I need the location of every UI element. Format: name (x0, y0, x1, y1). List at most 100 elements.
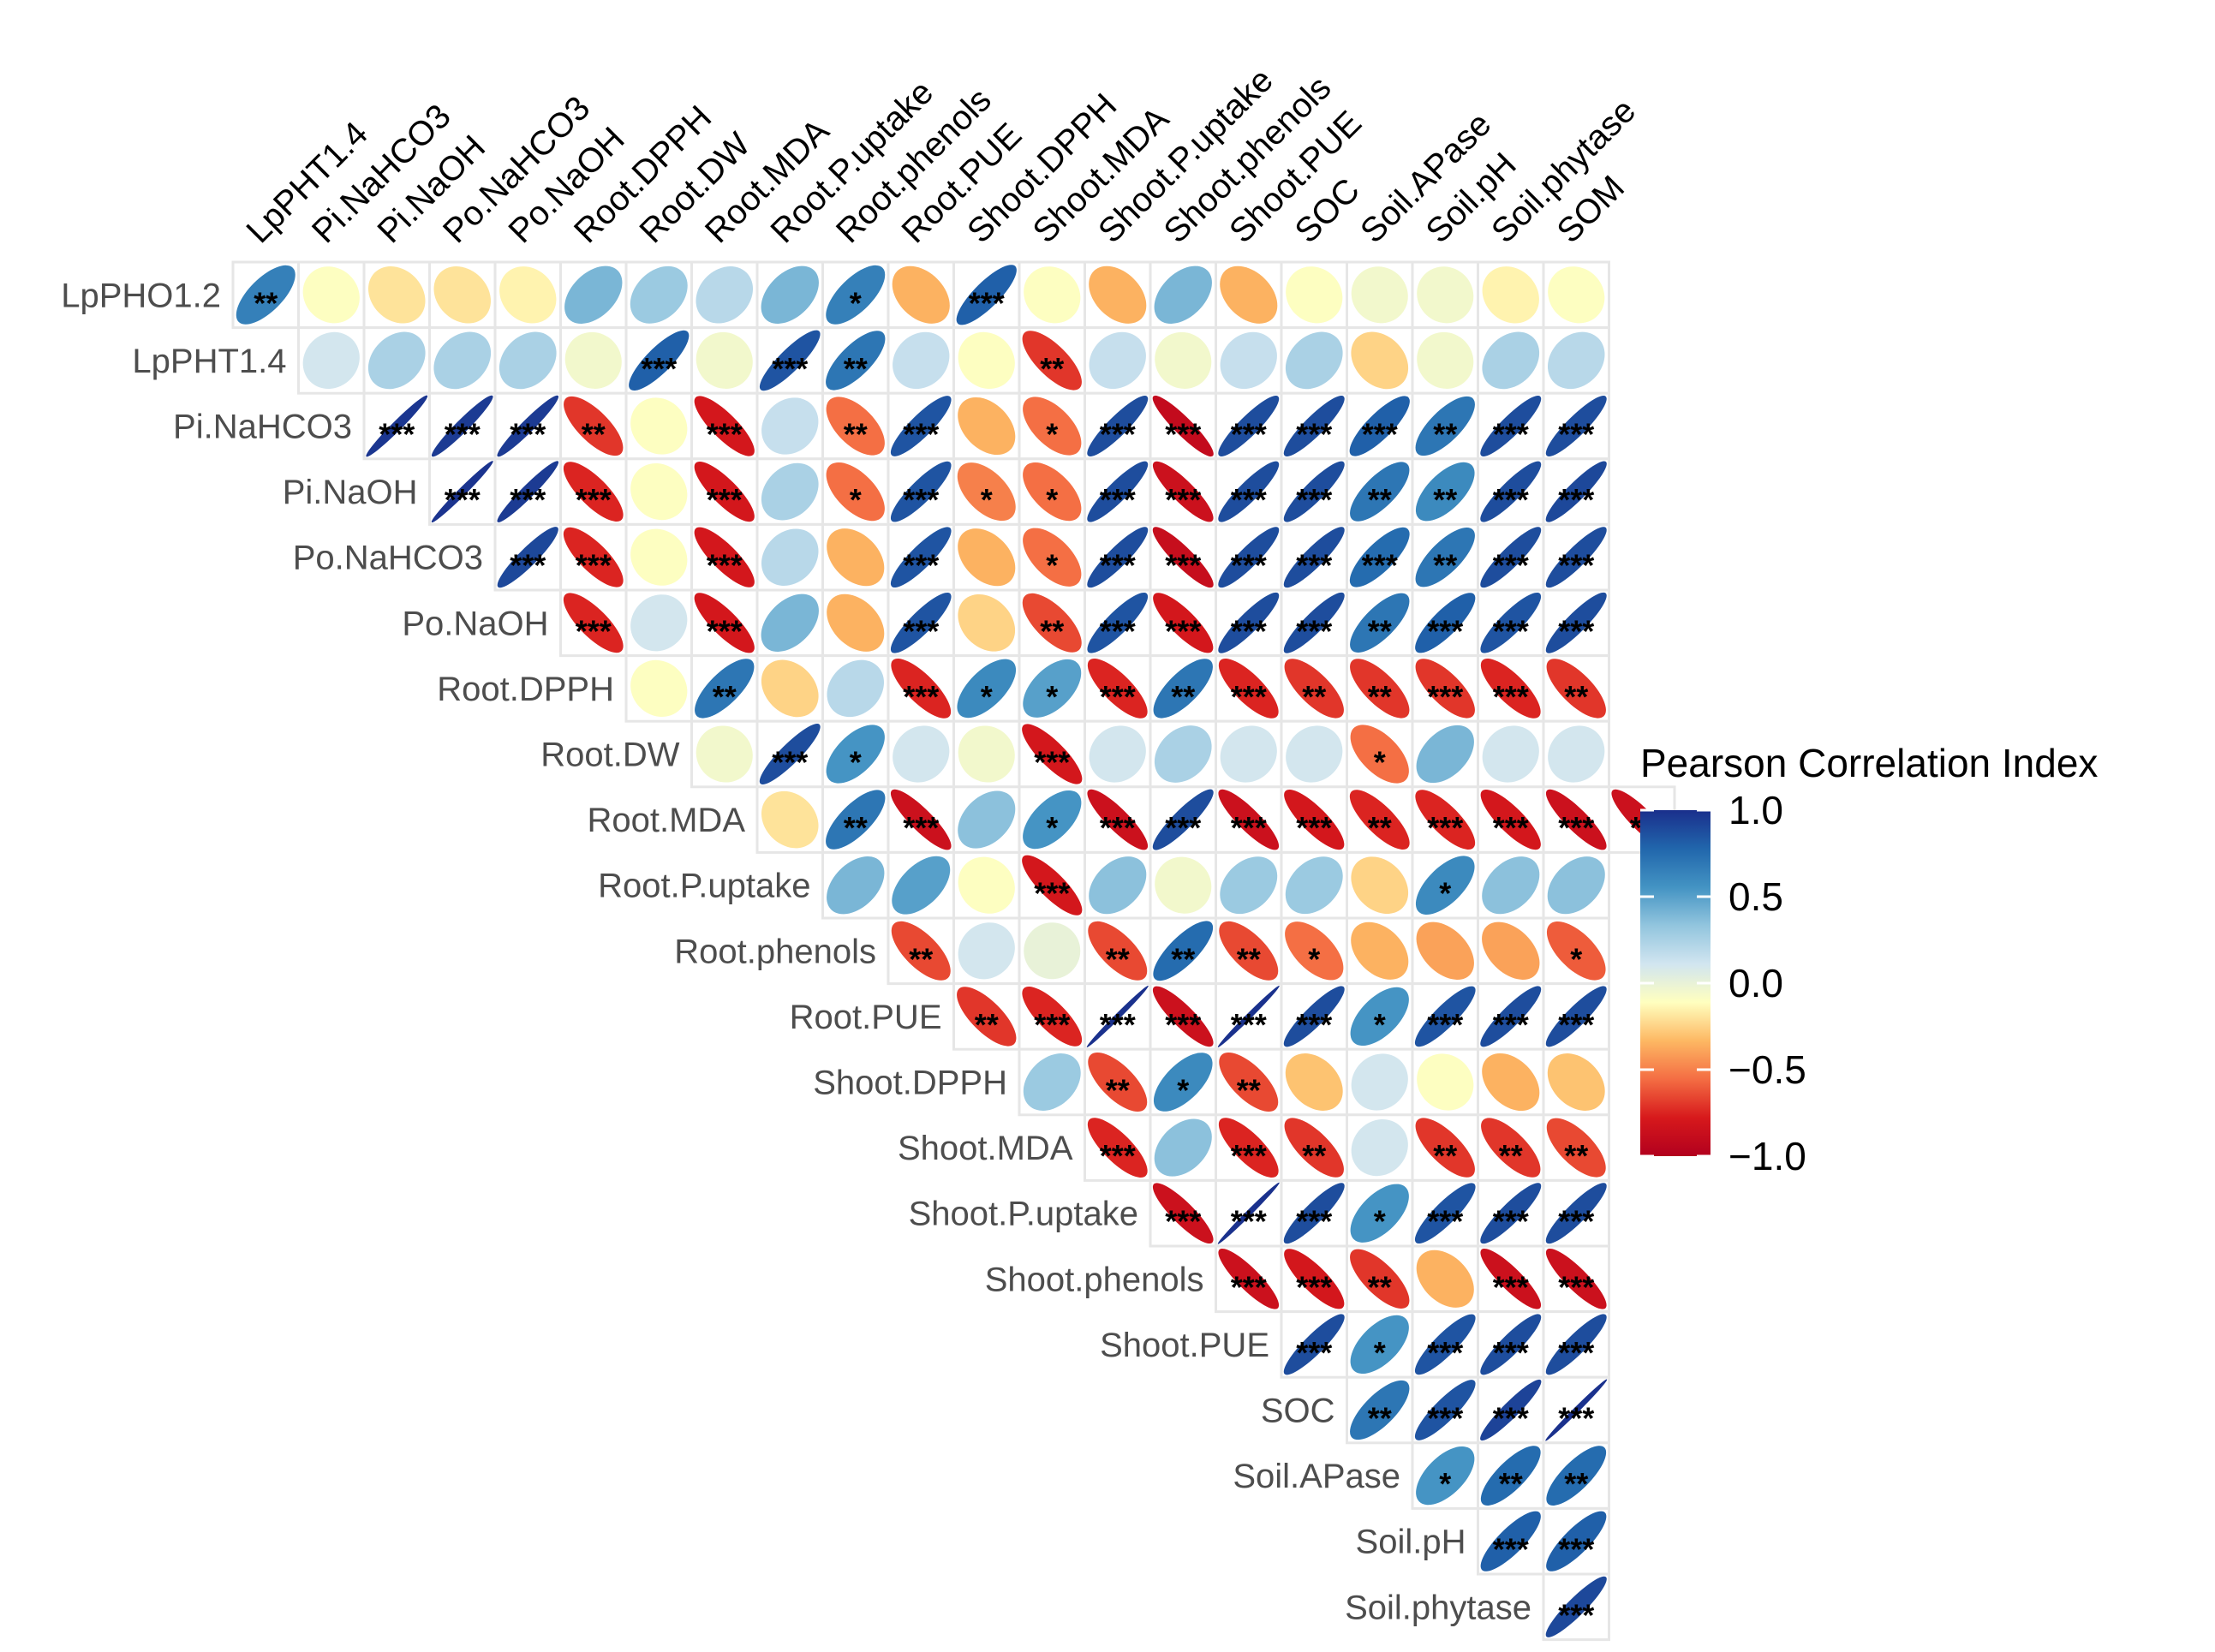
correlation-ellipse (958, 725, 1015, 783)
correlation-ellipse (826, 397, 885, 456)
significance-label: *** (903, 548, 939, 583)
significance-label: *** (1034, 745, 1070, 780)
correlation-ellipse (1087, 396, 1149, 456)
significance-label: *** (1558, 1597, 1594, 1632)
correlation-ellipse (957, 659, 1017, 719)
correlation-ellipse (563, 593, 624, 653)
row-label: Po.NaHCO3 (293, 540, 483, 577)
correlation-ellipse (958, 331, 1015, 389)
correlation-ellipse (893, 725, 950, 783)
correlation-ellipse (1284, 1118, 1344, 1178)
correlation-ellipse (1416, 1446, 1475, 1506)
correlation-ellipse (1087, 789, 1149, 850)
row-label: Root.MDA (588, 802, 746, 839)
correlation-ellipse (761, 593, 819, 652)
significance-label: *** (1231, 1138, 1267, 1173)
correlation-ellipse (1417, 266, 1474, 324)
correlation-ellipse (1545, 461, 1607, 522)
correlation-ellipse (1023, 462, 1082, 522)
significance-label: * (1374, 1335, 1386, 1370)
correlation-ellipse (1153, 659, 1213, 719)
significance-label: ** (1433, 482, 1457, 517)
significance-label: *** (707, 417, 743, 452)
significance-label: *** (1296, 1204, 1332, 1239)
correlation-ellipse (1547, 856, 1605, 915)
legend-tick-label: 1.0 (1728, 788, 1783, 832)
significance-label: *** (1558, 1532, 1594, 1567)
row-label: Root.PUE (790, 999, 942, 1036)
significance-label: *** (1493, 810, 1529, 845)
correlation-ellipse (1545, 986, 1607, 1047)
significance-label: *** (1165, 810, 1201, 845)
significance-label: *** (1427, 613, 1463, 648)
correlation-ellipse (1152, 527, 1214, 588)
significance-label: *** (1296, 548, 1332, 583)
significance-label: *** (1558, 417, 1594, 452)
correlation-ellipse (1022, 724, 1083, 784)
significance-label: *** (1296, 417, 1332, 452)
correlation-ellipse (630, 594, 688, 652)
correlation-ellipse (1482, 921, 1540, 980)
correlation-ellipse (497, 395, 559, 457)
significance-label: ** (1368, 810, 1392, 845)
correlation-ellipse (1350, 1315, 1409, 1375)
significance-label: *** (1558, 810, 1594, 845)
correlation-ellipse (1545, 527, 1607, 588)
correlogram-grid: ** * ****** *** ** ***** *** *** ** *** ** *** * *** *… (231, 260, 1676, 1642)
correlation-ellipse (1154, 1118, 1212, 1177)
significance-label: *** (510, 417, 546, 452)
correlation-ellipse (892, 856, 951, 915)
significance-label: *** (1231, 548, 1267, 583)
row-label: Shoot.phenols (985, 1261, 1204, 1298)
significance-label: *** (1231, 1269, 1267, 1304)
significance-label: ** (1106, 941, 1130, 976)
correlation-ellipse (1480, 789, 1541, 850)
significance-label: * (850, 482, 862, 517)
correlation-ellipse (891, 921, 951, 981)
correlation-ellipse (1283, 527, 1345, 588)
correlation-ellipse (890, 461, 952, 522)
correlation-ellipse (1087, 592, 1149, 653)
correlation-ellipse (1351, 921, 1409, 980)
significance-label: *** (903, 482, 939, 517)
significance-label: *** (1100, 548, 1136, 583)
correlation-ellipse (1480, 1314, 1542, 1375)
correlation-ellipse (1285, 1053, 1343, 1111)
correlation-ellipse (1415, 528, 1475, 587)
correlation-ellipse (1417, 1053, 1474, 1111)
significance-label: *** (1100, 613, 1136, 648)
significance-label: *** (1493, 679, 1529, 714)
significance-label: *** (1100, 810, 1136, 845)
significance-label: *** (1100, 1138, 1136, 1173)
significance-label: *** (1558, 1401, 1594, 1436)
correlation-ellipse (1285, 331, 1343, 390)
correlation-ellipse (761, 462, 819, 521)
correlation-ellipse (1480, 1446, 1541, 1506)
correlation-ellipse (1349, 396, 1410, 456)
correlation-ellipse (1415, 659, 1475, 719)
correlation-ellipse (629, 330, 690, 391)
correlation-ellipse (1087, 461, 1149, 522)
correlation-ellipse (1351, 266, 1408, 324)
correlation-ellipse (1086, 985, 1149, 1047)
significance-label: *** (1165, 548, 1201, 583)
correlation-ellipse (956, 265, 1017, 325)
significance-label: *** (1165, 417, 1201, 452)
correlation-ellipse (761, 397, 819, 455)
correlation-ellipse (302, 331, 360, 389)
correlation-ellipse (1152, 461, 1214, 522)
significance-label: ** (1368, 482, 1392, 517)
correlation-ellipse (499, 331, 557, 390)
significance-label: *** (707, 613, 743, 648)
correlation-ellipse (1351, 331, 1409, 390)
correlation-ellipse (1350, 725, 1409, 784)
significance-label: *** (1558, 482, 1594, 517)
significance-label: ** (1433, 1138, 1457, 1173)
significance-label: *** (903, 613, 939, 648)
correlation-ellipse (1218, 1118, 1279, 1178)
correlation-ellipse (1022, 987, 1083, 1047)
correlation-ellipse (1153, 1053, 1213, 1112)
correlation-ellipse (302, 266, 360, 324)
correlation-ellipse (564, 331, 622, 389)
correlation-ellipse (1482, 725, 1539, 783)
